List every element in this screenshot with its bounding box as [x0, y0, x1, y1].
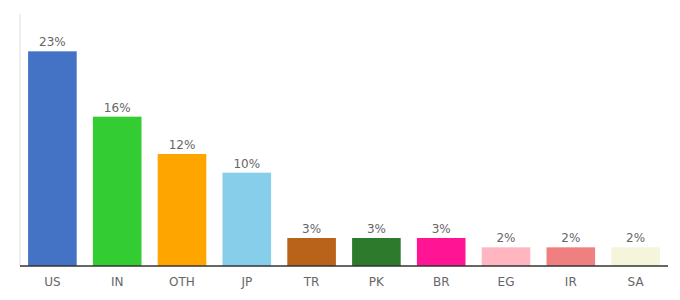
- x-tick-label: IR: [565, 275, 577, 289]
- x-tick-label: EG: [498, 275, 515, 289]
- bar: [287, 238, 336, 266]
- bar: [417, 238, 466, 266]
- x-tick-label: OTH: [169, 275, 195, 289]
- bar: [223, 173, 272, 266]
- data-label: 3%: [367, 222, 386, 236]
- bar: [93, 117, 142, 266]
- x-tick-label: BR: [433, 275, 450, 289]
- data-label: 10%: [233, 157, 260, 171]
- data-label: 2%: [626, 231, 645, 245]
- x-tick-label: SA: [628, 275, 645, 289]
- bar: [482, 247, 531, 266]
- data-label: 16%: [104, 101, 131, 115]
- bars: [28, 51, 660, 266]
- x-tick-label: JP: [240, 275, 252, 289]
- x-tick-label: TR: [303, 275, 320, 289]
- data-label: 12%: [169, 138, 196, 152]
- data-label: 23%: [39, 35, 66, 49]
- x-tick-labels: US IN OTH JP TR PK BR EG IR SA: [44, 275, 644, 289]
- x-tick-label: IN: [111, 275, 124, 289]
- chart-container: 23% 16% 12% 10% 3% 3% 3% 2% 2% 2% US IN OTH JP TR PK BR E…: [0, 0, 680, 300]
- x-axis-line: [20, 265, 668, 267]
- data-label: 2%: [496, 231, 515, 245]
- bar: [547, 247, 596, 266]
- data-label: 3%: [302, 222, 321, 236]
- bar: [611, 247, 660, 266]
- bar: [28, 51, 77, 266]
- data-label: 3%: [432, 222, 451, 236]
- x-tick-label: US: [44, 275, 60, 289]
- data-labels: 23% 16% 12% 10% 3% 3% 3% 2% 2% 2%: [39, 35, 645, 245]
- chart: 23% 16% 12% 10% 3% 3% 3% 2% 2% 2% US IN OTH JP TR PK BR E…: [0, 0, 680, 300]
- bar: [158, 154, 207, 266]
- data-label: 2%: [561, 231, 580, 245]
- page: {"chart_data": {"type": "bar", "categori…: [0, 0, 680, 300]
- bar: [352, 238, 401, 266]
- y-axis-line: [20, 14, 21, 266]
- x-tick-label: PK: [369, 275, 385, 289]
